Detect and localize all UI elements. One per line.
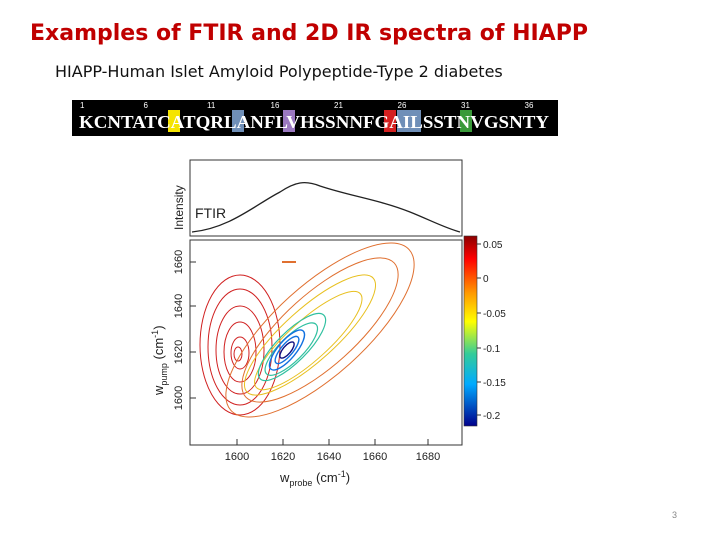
- sequence-bar: 1 6 11 16 21 26 31 36 KCNTATCATQRLANFLVHSSNNFGA…: [72, 100, 558, 136]
- title: Examples of FTIR and 2D IR spectra of HI…: [30, 21, 588, 46]
- ftir-panel: FTIR Intensity: [172, 159, 463, 237]
- colorbar-tick-label: -0.05: [483, 309, 506, 320]
- y-tick-label: 1620: [173, 340, 185, 364]
- subtitle: HIAPP-Human Islet Amyloid Polypeptide-Ty…: [55, 62, 503, 81]
- y-axis-label: wpump (cm-1): [150, 325, 169, 396]
- colorbar-tick-label: 0.05: [483, 240, 503, 251]
- y-tick-label: 1600: [173, 386, 185, 410]
- colorbar-tick-label: -0.2: [483, 411, 501, 422]
- y-tick-label: 1640: [173, 294, 185, 318]
- residue-number: 11: [207, 101, 216, 110]
- x-tick-label: 1680: [416, 451, 440, 463]
- colorbar-tick-label: -0.15: [483, 378, 506, 389]
- x-tick-label: 1600: [225, 451, 249, 463]
- x-tick-label: 1620: [271, 451, 295, 463]
- y-tick-label: 1660: [173, 250, 185, 274]
- sequence: KCNTATCATQRLANFLVHSSNNFGAILSSTNVGSNTY: [79, 112, 549, 132]
- colorbar: 0.05 0 -0.05 -0.1 -0.15 -0.2: [463, 235, 506, 427]
- residue-number: 6: [144, 101, 149, 110]
- residue-number: 36: [525, 101, 534, 110]
- colorbar-tick-label: 0: [483, 274, 489, 285]
- residue-number: 16: [271, 101, 280, 110]
- contour-plot: wpump (cm-1) wprobe (cm-1) 1600 1620 1640 1…: [150, 239, 463, 488]
- residue-number: 26: [398, 101, 407, 110]
- ftir-label: FTIR: [195, 205, 226, 221]
- x-axis-label: wprobe (cm-1): [279, 469, 350, 488]
- x-tick-label: 1660: [363, 451, 387, 463]
- intensity-label: Intensity: [172, 185, 186, 230]
- residue-number: 1: [80, 101, 85, 110]
- residue-number: 31: [461, 101, 470, 110]
- page-number: 3: [672, 510, 677, 520]
- x-tick-label: 1640: [317, 451, 341, 463]
- colorbar-tick-label: -0.1: [483, 344, 501, 355]
- residue-number: 21: [334, 101, 343, 110]
